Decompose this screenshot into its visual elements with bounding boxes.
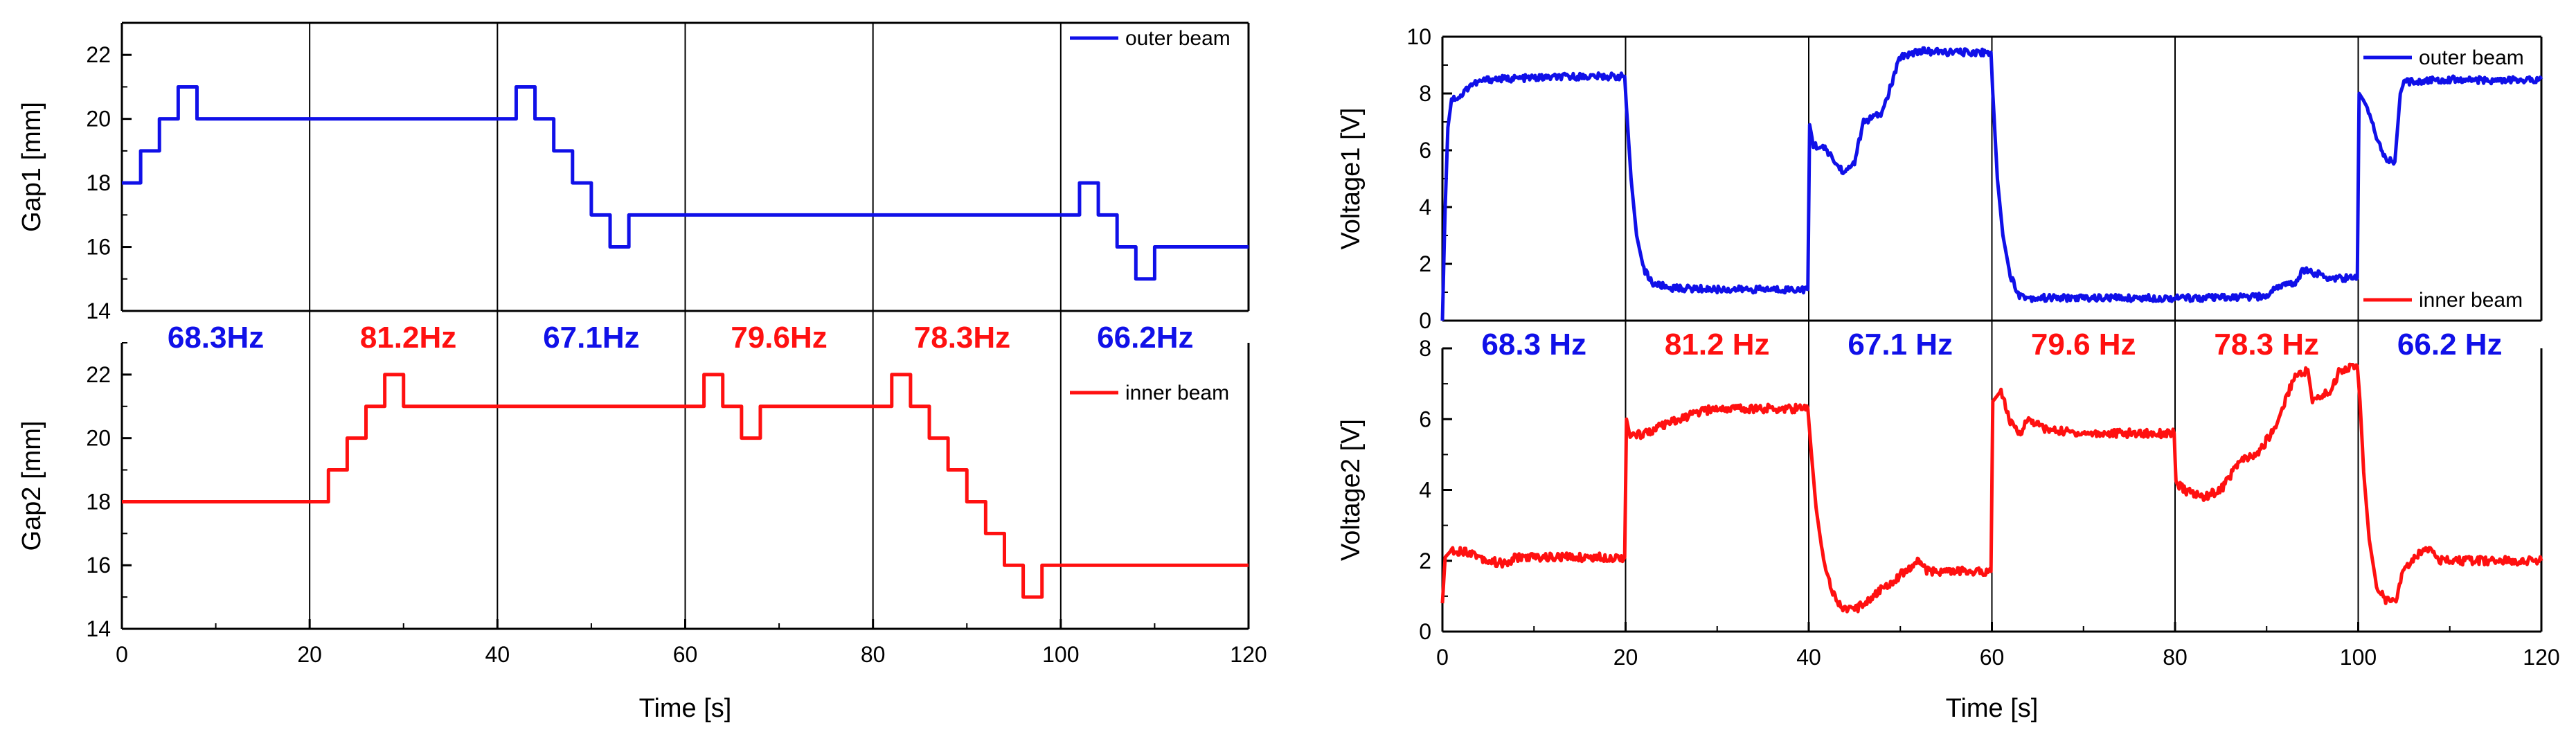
y-tick-label: 2 xyxy=(1419,548,1431,573)
x-tick-label: 60 xyxy=(1980,645,2005,670)
frequency-label: 79.6 Hz xyxy=(2031,328,2136,361)
x-tick-label: 40 xyxy=(485,642,510,667)
gap-chart: 14 16 18 20 22 Gap1 [mm] outer beam 14 16 18 20 22 G… xyxy=(17,21,1267,723)
y-axis-title: Gap2 [mm] xyxy=(17,421,46,551)
y-axis-title: Gap1 [mm] xyxy=(17,102,46,232)
x-tick-label: 20 xyxy=(1613,645,1638,670)
frequency-label: 78.3Hz xyxy=(914,321,1010,355)
x-axis-title: Time [s] xyxy=(639,694,732,723)
series-line-outer-beam xyxy=(1440,46,2543,321)
y-tick-label: 4 xyxy=(1419,478,1431,503)
voltage-chart: 0 2 4 6 8 10 Voltage1 [V] outer beam 0 2 4 6 8 Voltag… xyxy=(1336,24,2560,723)
x-axis-title: Time [s] xyxy=(1946,694,2039,723)
y-tick-label: 0 xyxy=(1419,619,1431,644)
legend-label-outer: outer beam xyxy=(1125,27,1231,50)
y-tick-label: 22 xyxy=(86,42,111,67)
y-tick-label: 6 xyxy=(1419,407,1431,431)
legend-label-outer: outer beam xyxy=(2419,46,2524,69)
frequency-label: 68.3 Hz xyxy=(1481,328,1586,361)
y-tick-label: 20 xyxy=(86,426,111,451)
x-tick-label: 120 xyxy=(1230,642,1267,667)
series-line-inner-beam xyxy=(122,373,1249,599)
series-line-outer-beam xyxy=(122,84,1249,281)
x-tick-label: 0 xyxy=(1436,645,1449,670)
frequency-label: 66.2Hz xyxy=(1097,321,1193,355)
x-tick-label: 120 xyxy=(2523,645,2559,670)
frequency-label: 81.2Hz xyxy=(360,321,456,355)
frequency-label: 79.6Hz xyxy=(731,321,827,355)
x-tick-label: 60 xyxy=(673,642,698,667)
legend-label-inner: inner beam xyxy=(1125,382,1229,404)
y-tick-label: 14 xyxy=(86,298,111,323)
y-tick-label: 16 xyxy=(86,553,111,578)
y-tick-label: 6 xyxy=(1419,138,1431,163)
y-tick-label: 18 xyxy=(86,489,111,514)
x-tick-label: 0 xyxy=(116,642,128,667)
x-tick-label: 40 xyxy=(1796,645,1821,670)
y-tick-label: 16 xyxy=(86,235,111,260)
frequency-label: 78.3 Hz xyxy=(2214,328,2319,361)
x-tick-label: 100 xyxy=(2340,645,2377,670)
legend-label-inner: inner beam xyxy=(2419,289,2523,312)
x-tick-label: 80 xyxy=(861,642,886,667)
y-axis-title: Voltage1 [V] xyxy=(1336,108,1366,250)
x-tick-label: 100 xyxy=(1042,642,1079,667)
y-tick-label: 20 xyxy=(86,107,111,132)
y-tick-label: 8 xyxy=(1419,81,1431,106)
x-tick-label: 80 xyxy=(2163,645,2188,670)
y-tick-label: 2 xyxy=(1419,251,1431,276)
y-tick-label: 4 xyxy=(1419,195,1431,220)
y-tick-label: 18 xyxy=(86,170,111,195)
frequency-label: 81.2 Hz xyxy=(1665,328,1770,361)
y-axis-title: Voltage2 [V] xyxy=(1336,419,1366,561)
y-tick-label: 22 xyxy=(86,362,111,387)
y-tick-label: 8 xyxy=(1419,336,1431,361)
frequency-label: 66.2 Hz xyxy=(2397,328,2503,361)
x-tick-label: 20 xyxy=(297,642,322,667)
frequency-label: 67.1 Hz xyxy=(1848,328,1953,361)
y-tick-label: 14 xyxy=(86,616,111,641)
series-line-inner-beam xyxy=(1440,362,2543,614)
frequency-label: 67.1Hz xyxy=(543,321,639,355)
y-tick-label: 0 xyxy=(1419,308,1431,333)
frequency-label: 68.3Hz xyxy=(168,321,264,355)
y-tick-label: 10 xyxy=(1406,24,1431,49)
